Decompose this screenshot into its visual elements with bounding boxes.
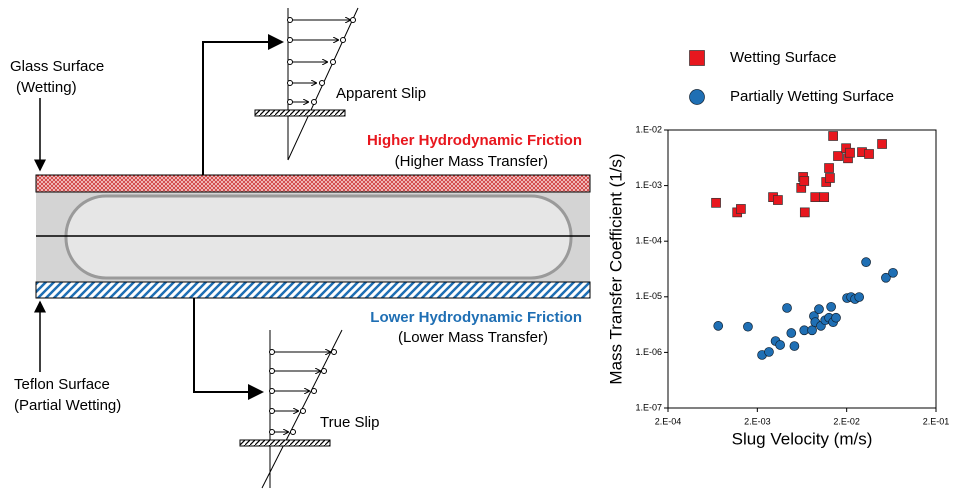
point: [861, 257, 871, 267]
point: [828, 131, 838, 141]
legend-label: Partially Wetting Surface: [730, 88, 894, 105]
point: [877, 139, 887, 149]
point: [825, 173, 835, 183]
point: [888, 267, 898, 278]
point: [786, 328, 797, 338]
lower-sub: (Lower Mass Transfer): [398, 329, 548, 346]
teflon-label: Teflon Surface: [14, 376, 110, 393]
legend-label: Wetting Surface: [730, 49, 836, 66]
point: [736, 204, 746, 214]
x-axis-label: Slug Velocity (m/s): [732, 429, 873, 448]
point: [764, 347, 774, 357]
point: [833, 151, 843, 161]
point: [810, 192, 821, 202]
x-tick-label: 2.E-02: [833, 416, 860, 426]
point: [775, 340, 785, 350]
legend-marker: [689, 89, 705, 105]
point: [864, 149, 874, 159]
apparent-slip-profile: [34, 7, 359, 175]
teflon-wall: [35, 281, 591, 299]
y-tick-label: 1.E-04: [635, 236, 662, 246]
point: [831, 312, 841, 323]
x-tick-label: 2.E-01: [923, 416, 950, 426]
point: [845, 147, 855, 158]
point: [799, 176, 810, 186]
apparent-slip: Apparent Slip: [336, 85, 426, 102]
glass-sub: (Wetting): [16, 79, 77, 96]
slug: [64, 194, 573, 280]
point: [773, 195, 783, 205]
y-tick-label: 1.E-05: [635, 291, 662, 301]
plot-frame: [667, 129, 937, 409]
glass-label: Glass Surface: [10, 58, 104, 75]
y-tick-label: 1.E-07: [635, 402, 662, 412]
legend-marker: [689, 50, 705, 66]
teflon-sub: (Partial Wetting): [14, 397, 121, 414]
y-tick-label: 1.E-03: [635, 180, 662, 190]
x-tick-label: 2.E-04: [655, 416, 682, 426]
higher-sub: (Higher Mass Transfer): [395, 153, 548, 170]
point: [782, 303, 792, 313]
point: [881, 272, 891, 283]
true-slip-profile: [34, 298, 343, 489]
true-slip: True Slip: [320, 414, 379, 431]
point: [799, 207, 810, 218]
point: [854, 292, 865, 302]
point: [713, 321, 724, 331]
lower-friction: Lower Hydrodynamic Friction: [370, 309, 582, 326]
point: [814, 304, 824, 314]
point: [807, 325, 817, 336]
glass-wall: [35, 174, 591, 193]
y-axis-label: Mass Transfer Coefficient (1/s): [606, 153, 625, 384]
point: [819, 192, 830, 202]
point: [743, 321, 753, 332]
point: [824, 163, 834, 173]
y-tick-label: 1.E-06: [635, 347, 662, 357]
x-tick-label: 2.E-03: [744, 416, 771, 426]
point: [711, 197, 721, 208]
higher-friction: Higher Hydrodynamic Friction: [367, 132, 582, 149]
point: [826, 301, 836, 312]
y-tick-label: 1.E-02: [635, 124, 662, 134]
point: [789, 341, 800, 351]
